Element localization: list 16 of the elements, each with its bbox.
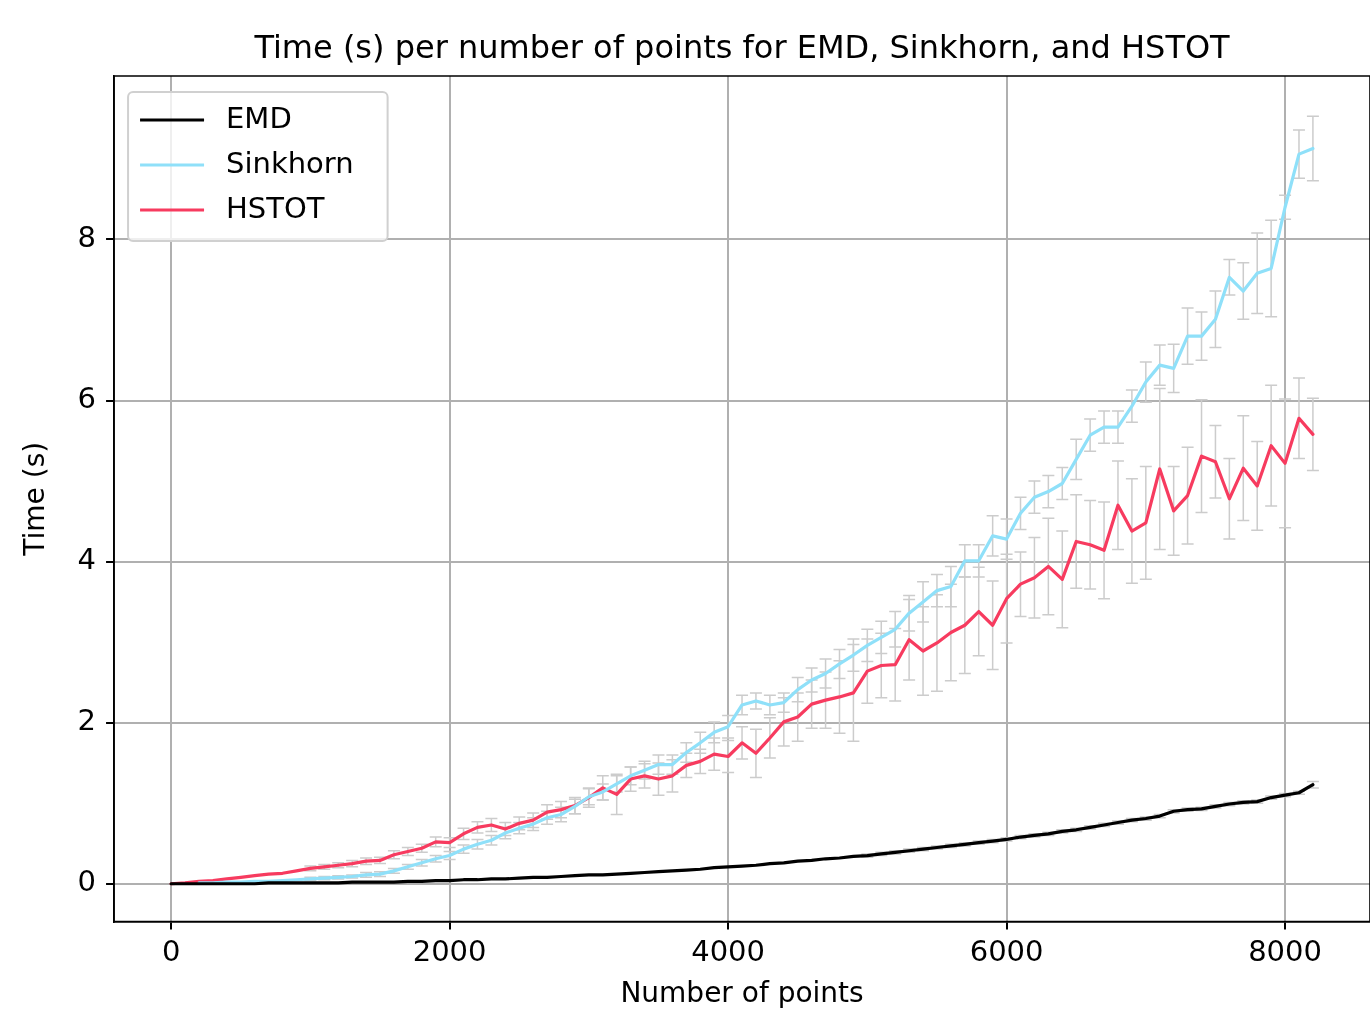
x-tick-label: 6000	[969, 933, 1044, 968]
x-tick-label: 0	[161, 933, 181, 968]
x-axis-title: Number of points	[620, 976, 864, 1010]
x-tick-label: 4000	[691, 933, 766, 968]
legend-label: HSTOT	[226, 190, 325, 225]
legend-label: Sinkhorn	[226, 145, 354, 180]
y-tick-label: 2	[77, 703, 97, 738]
x-tick-label: 2000	[412, 933, 487, 968]
y-tick-label: 8	[77, 220, 97, 255]
y-tick-label: 4	[77, 542, 97, 577]
x-tick-label: 8000	[1248, 933, 1322, 968]
y-tick-label: 6	[77, 381, 97, 416]
legend-label: EMD	[226, 100, 292, 135]
y-tick-label: 0	[77, 864, 97, 899]
y-axis-title: Time (s)	[18, 441, 52, 557]
chart-title: Time (s) per number of points for EMD, Sinkhorn, and HSTOT	[253, 28, 1231, 66]
